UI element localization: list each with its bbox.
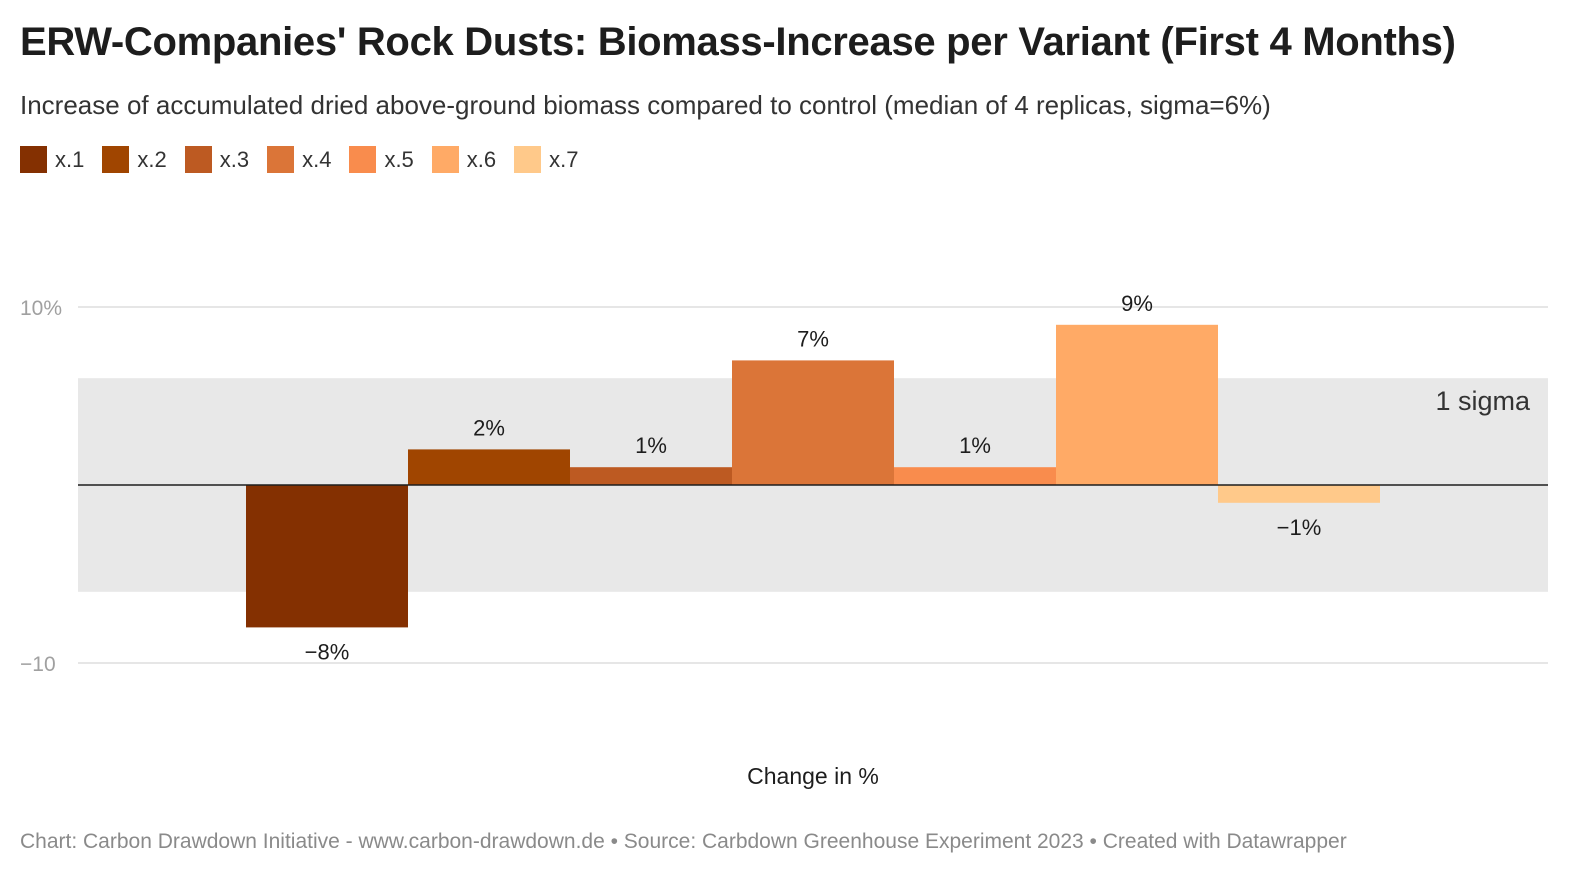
legend-label: x.3 <box>219 146 250 172</box>
x-axis-label: Change in % <box>747 763 879 789</box>
legend-item-6: x.6 <box>431 146 497 173</box>
legend-label: x.6 <box>466 146 497 172</box>
legend-item-3: x.3 <box>184 146 250 173</box>
legend-item-5: x.5 <box>349 146 414 173</box>
legend-swatch <box>349 146 377 173</box>
legend-item-4: x.4 <box>267 146 331 173</box>
legend-swatch <box>20 146 47 173</box>
chart-title: ERW-Companies' Rock Dusts: Biomass-Incre… <box>20 20 1456 64</box>
legend-swatch <box>514 146 542 173</box>
value-label: 1% <box>959 433 991 458</box>
legend-label: x.7 <box>549 146 579 172</box>
chart-subtitle: Increase of accumulated dried above-grou… <box>20 90 1271 120</box>
legend-item-7: x.7 <box>514 146 579 173</box>
value-label: 7% <box>797 326 829 351</box>
y-tick-label: 10% <box>20 297 62 320</box>
legend-label: x.2 <box>137 146 167 172</box>
bar-x.5 <box>894 467 1056 485</box>
legend-swatch <box>184 146 212 173</box>
bar-x.3 <box>570 467 732 485</box>
legend-label: x.1 <box>55 146 85 172</box>
bar-x.1 <box>246 485 408 628</box>
legend-swatch <box>102 146 130 173</box>
y-tick-label: −10 <box>20 653 56 676</box>
bar-x.6 <box>1056 324 1218 485</box>
value-label: −1% <box>1277 515 1322 540</box>
value-label: 9% <box>1121 291 1153 316</box>
legend-item-1: x.1 <box>20 146 84 173</box>
legend-swatch <box>431 146 459 173</box>
legend-item-2: x.2 <box>102 146 167 173</box>
chart-footer: Chart: Carbon Drawdown Initiative - www.… <box>20 830 1347 853</box>
legend-swatch <box>267 146 295 173</box>
legend: x.1 x.2 x.3 x.4 x.5 x.6 x.7 <box>20 146 597 173</box>
sigma-band-label: 1 sigma <box>1435 386 1531 416</box>
bar-x.2 <box>408 449 570 485</box>
value-label: 1% <box>635 433 667 458</box>
bar-x.4 <box>732 360 894 485</box>
value-label: −8% <box>305 639 350 664</box>
bar-x.7 <box>1218 485 1380 503</box>
legend-label: x.5 <box>384 146 414 172</box>
legend-label: x.4 <box>302 146 332 172</box>
value-label: 2% <box>473 415 505 440</box>
